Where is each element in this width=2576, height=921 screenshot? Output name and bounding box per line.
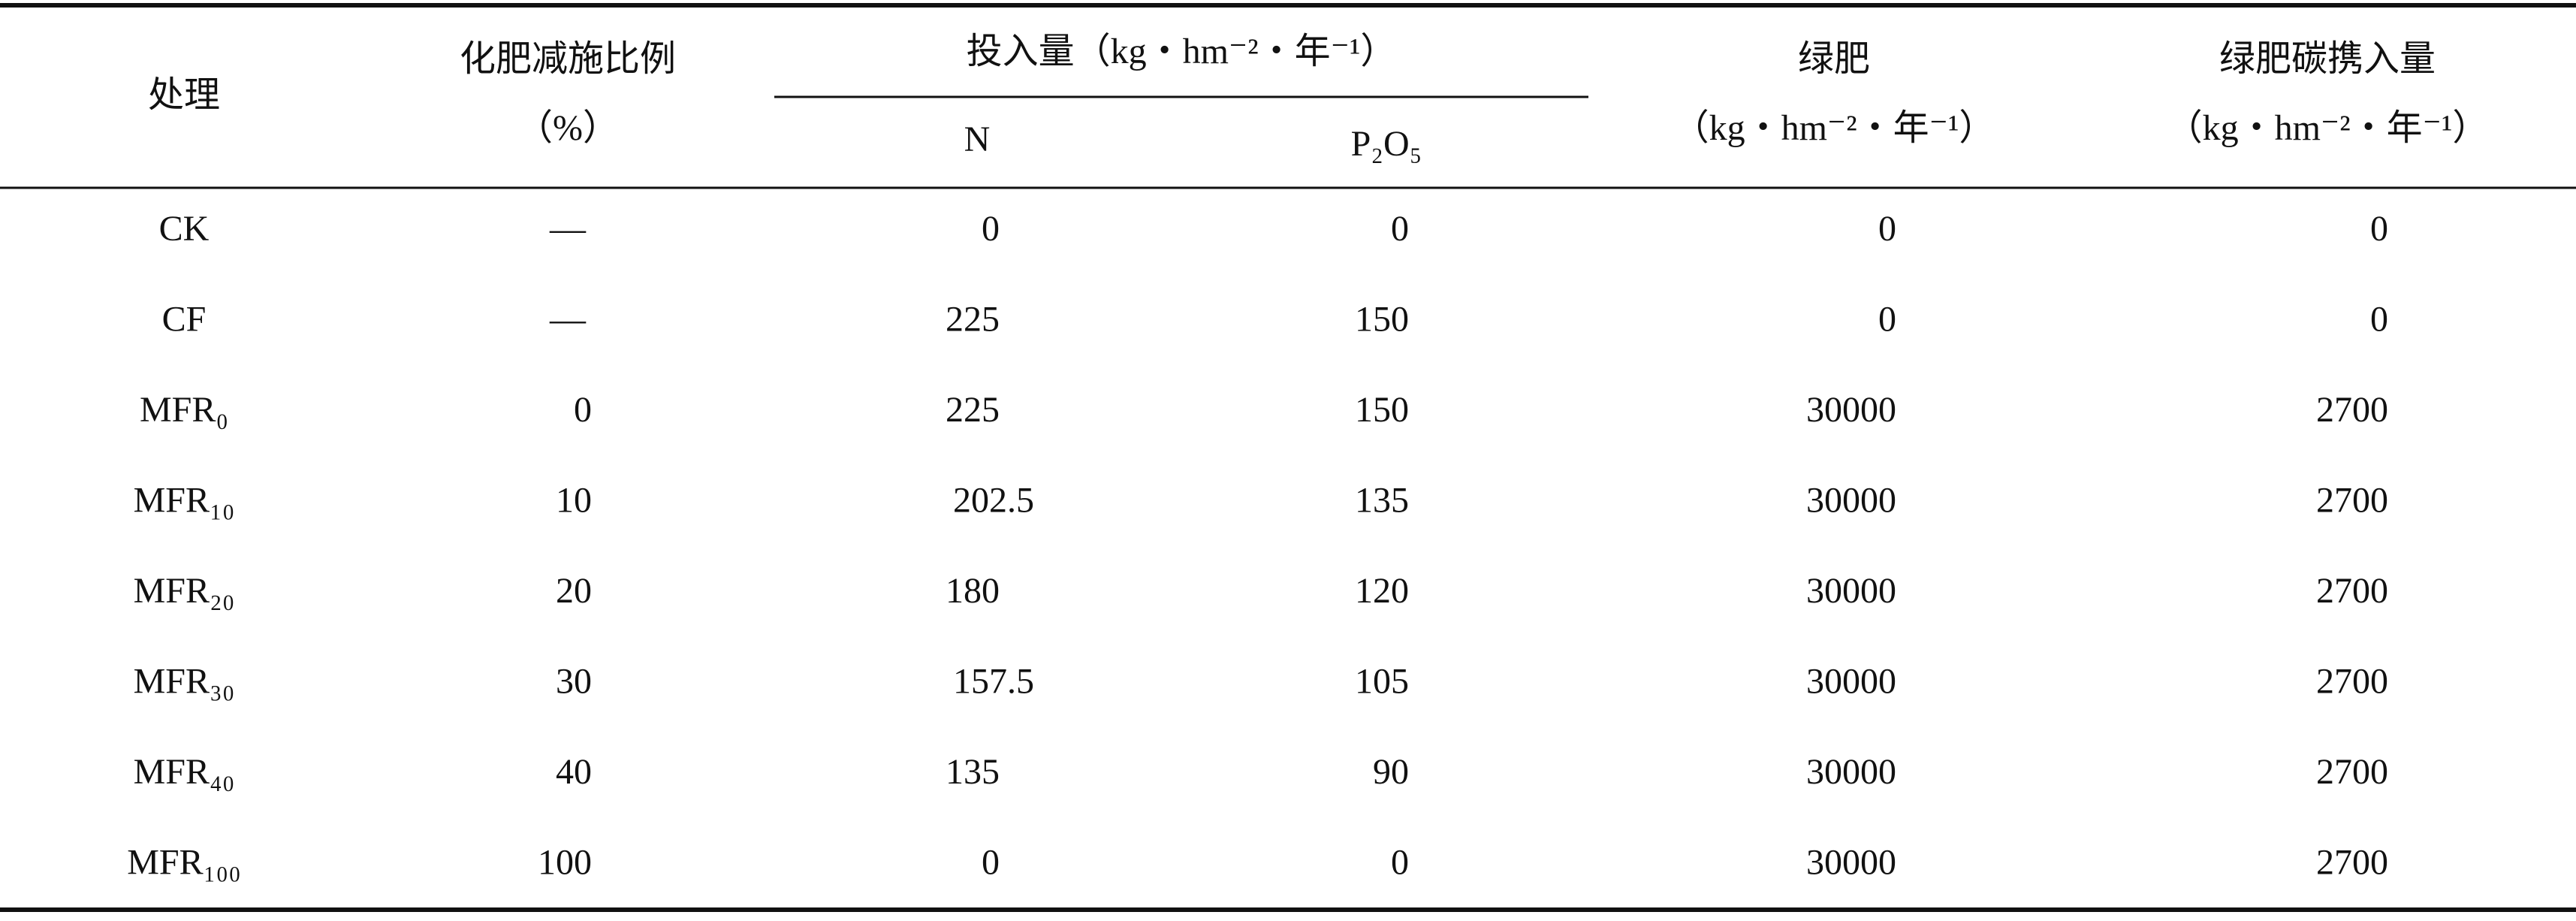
- table-cell: 2700: [2316, 662, 2388, 702]
- header-cell: 绿肥: [1798, 39, 1870, 79]
- table-cell: 2700: [2316, 481, 2388, 521]
- table-cell: 2700: [2316, 752, 2388, 792]
- table-cell: 180: [946, 571, 1000, 611]
- header-cell: 处理: [148, 75, 220, 115]
- table-cell: 20: [556, 571, 592, 611]
- table-cell: 0: [1878, 209, 1896, 249]
- header-cell: （kg・hm⁻²・年⁻¹）: [2167, 108, 2489, 148]
- table-cell: 30000: [1806, 752, 1896, 792]
- table-cell: —: [549, 300, 587, 340]
- table-cell: 30000: [1806, 390, 1896, 430]
- row-label: MFR₃₀: [134, 662, 235, 702]
- header-cell: （%）: [517, 108, 619, 148]
- row-label: MFR₀: [140, 390, 228, 430]
- table-cell: 90: [1373, 752, 1409, 792]
- table-cell: 0: [1391, 209, 1409, 249]
- table-cell: 150: [1355, 390, 1409, 430]
- table-cell: 30: [556, 662, 592, 702]
- table-cell: 105: [1355, 662, 1409, 702]
- header-cell: 绿肥碳携入量: [2219, 39, 2436, 79]
- table-cell: 135: [946, 752, 1000, 792]
- table-cell: 157.5: [953, 662, 1034, 702]
- row-label: MFR₁₀: [134, 481, 235, 521]
- table-cell: 225: [946, 390, 1000, 430]
- table-cell: 0: [2370, 209, 2388, 249]
- row-label: MFR₄₀: [134, 752, 235, 792]
- table-cell: 120: [1355, 571, 1409, 611]
- row-label: MFR₂₀: [134, 571, 235, 611]
- table-cell: 30000: [1806, 662, 1896, 702]
- table-cell: 0: [574, 390, 592, 430]
- table-cell: 2700: [2316, 571, 2388, 611]
- header-cell: 投入量（kg・hm⁻²・年⁻¹）: [967, 32, 1397, 71]
- table-cell: 0: [2370, 300, 2388, 340]
- table-cell: 2700: [2316, 390, 2388, 430]
- header-cell: （kg・hm⁻²・年⁻¹）: [1673, 108, 1995, 148]
- table-cell: 40: [556, 752, 592, 792]
- row-label: CF: [162, 300, 207, 340]
- table-cell: 0: [1391, 843, 1409, 883]
- table-cell: 202.5: [953, 481, 1034, 521]
- table-cell: 0: [982, 843, 1000, 883]
- table-cell: —: [549, 209, 587, 249]
- table-cell: 10: [556, 481, 592, 521]
- table-cell: 135: [1355, 481, 1409, 521]
- row-label: MFR₁₀₀: [127, 843, 241, 883]
- table-cell: 2700: [2316, 843, 2388, 883]
- header-cell: 化肥减施比例: [460, 39, 676, 79]
- table-cell: 30000: [1806, 571, 1896, 611]
- header-cell: N: [964, 119, 991, 159]
- table-cell: 150: [1355, 300, 1409, 340]
- row-label: CK: [159, 209, 210, 249]
- table-cell: 100: [538, 843, 592, 883]
- table-cell: 30000: [1806, 481, 1896, 521]
- table-cell: 30000: [1806, 843, 1896, 883]
- table-cell: 0: [982, 209, 1000, 249]
- table-cell: 225: [946, 300, 1000, 340]
- table-cell: 0: [1878, 300, 1896, 340]
- header-cell: P₂O₅: [1351, 124, 1422, 164]
